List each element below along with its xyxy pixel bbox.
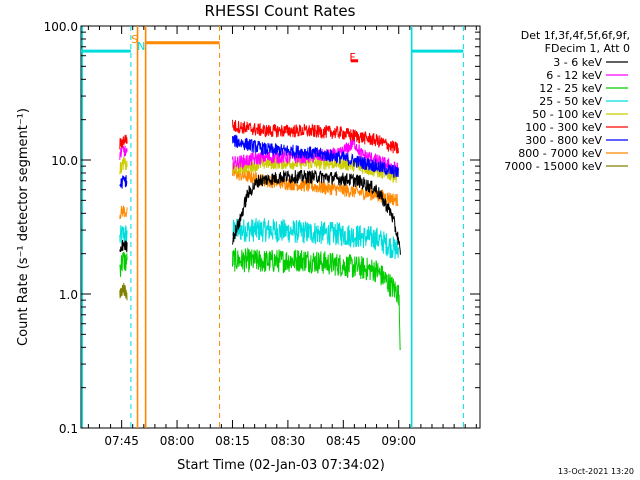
legend-label-0: 3 - 6 keV [553,56,602,69]
legend-label-5: 100 - 300 keV [525,121,602,134]
x-tick-label-4: 08:45 [326,434,361,448]
series-line-4-0 [119,156,128,175]
data-series [119,119,401,351]
y-tick-label-0: 0.1 [59,422,78,436]
x-tick-label-5: 09:00 [381,434,416,448]
legend-label-8: 7000 - 15000 keV [504,160,602,173]
series-line-0-1 [232,169,401,255]
legend-label-6: 300 - 800 keV [525,134,602,147]
series-line-2-0 [119,251,128,277]
y-axis-label: Count Rate (s⁻¹ detector segment⁻¹) [16,108,31,346]
series-line-6-1 [232,134,399,178]
x-axis-ticks: 07:45 08:00 08:15 08:30 08:45 09:00 [87,26,477,448]
marker-label-s: S [131,33,138,46]
series-line-2-1 [232,247,401,351]
legend-label-4: 50 - 100 keV [532,108,602,121]
legend-header-line-2: FDecim 1, Att 0 [545,42,630,55]
x-tick-label-1: 08:00 [160,434,195,448]
y-tick-label-2: 10.0 [51,154,78,168]
series-line-5-1 [232,119,399,154]
y-tick-label-3: 100.0 [44,20,78,34]
legend: Det 1f,3f,4f,5f,6f,9f, FDecim 1, Att 0 3… [504,29,630,173]
legend-label-3: 25 - 50 keV [539,95,602,108]
footer-timestamp: 13-Oct-2021 13:20 [558,467,634,476]
attenuator-state-bars [81,41,464,63]
series-line-3-0 [119,224,128,246]
chart-title: RHESSI Count Rates [205,2,356,20]
legend-label-2: 12 - 25 keV [539,82,602,95]
series-line-6-0 [119,175,128,189]
series-line-7-0 [119,205,128,219]
series-line-5-0 [119,134,128,150]
series-line-8-0 [119,282,128,301]
marker-label-n: N [137,40,145,53]
x-axis-label: Start Time (02-Jan-03 07:34:02) [177,458,385,473]
series-line-0-0 [119,239,128,253]
event-markers: SN F [131,33,356,64]
y-tick-label-1: 1.0 [59,288,78,302]
y-axis-ticks: 0.1 1.0 10.0 100.0 [44,20,480,436]
series-line-1-0 [119,144,128,160]
x-tick-label-2: 08:15 [215,434,250,448]
legend-header-line-1: Det 1f,3f,4f,5f,6f,9f, [521,29,630,42]
series-line-3-1 [232,218,399,260]
vertical-marker-lines [81,26,464,428]
x-tick-label-0: 07:45 [104,434,139,448]
marker-label-f: F [349,51,355,64]
legend-label-7: 800 - 7000 keV [518,147,602,160]
plot-area-frame [80,25,481,429]
legend-label-1: 6 - 12 keV [546,69,602,82]
x-tick-label-3: 08:30 [271,434,306,448]
